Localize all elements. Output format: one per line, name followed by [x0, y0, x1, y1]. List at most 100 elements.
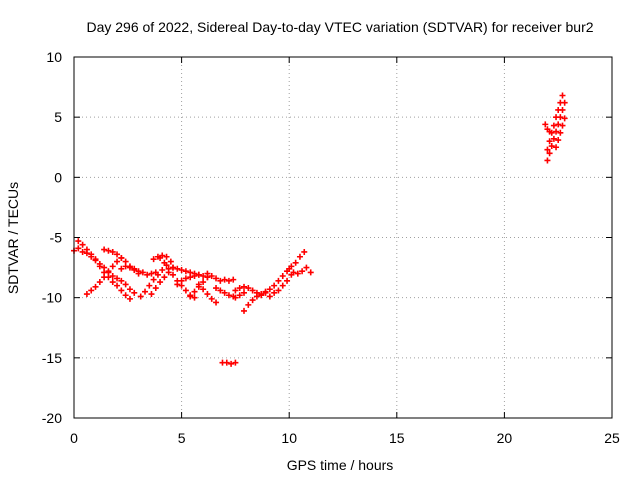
data-point [245, 285, 252, 292]
data-point [245, 301, 252, 308]
data-point [232, 287, 239, 294]
data-point [122, 292, 129, 299]
data-point [561, 115, 568, 122]
data-point [555, 121, 562, 128]
data-point [105, 269, 112, 276]
data-point [299, 268, 306, 275]
data-point [142, 288, 149, 295]
data-point [228, 360, 235, 367]
data-point [122, 281, 129, 288]
data-point [546, 150, 553, 157]
data-point [559, 122, 566, 129]
data-point [249, 297, 256, 304]
data-point [122, 263, 129, 270]
data-point [114, 258, 121, 265]
data-point [555, 106, 562, 113]
data-point [114, 282, 121, 289]
data-point [182, 287, 189, 294]
data-point [148, 291, 155, 298]
data-point [135, 268, 142, 275]
data-point [109, 248, 116, 255]
data-point [223, 359, 230, 366]
data-point [301, 248, 308, 255]
data-point [236, 292, 243, 299]
data-point [83, 291, 90, 298]
data-point [271, 282, 278, 289]
data-point [152, 285, 159, 292]
data-point [114, 275, 121, 282]
data-point [167, 258, 174, 265]
data-point [208, 295, 215, 302]
data-point [137, 293, 144, 300]
data-point [275, 277, 282, 284]
data-point [271, 289, 278, 296]
data-point [165, 265, 172, 272]
data-point [157, 254, 164, 261]
data-point [118, 287, 125, 294]
data-point [262, 289, 269, 296]
data-point [307, 269, 314, 276]
chart-title: Day 296 of 2022, Sidereal Day-to-day VTE… [86, 19, 593, 35]
data-point [191, 273, 198, 280]
data-point [109, 273, 116, 280]
data-point [88, 287, 95, 294]
data-point [230, 276, 237, 283]
data-point [114, 251, 121, 258]
data-point [559, 92, 566, 99]
data-point [161, 274, 168, 281]
y-tick-label: -10 [42, 290, 62, 306]
data-points [71, 92, 568, 367]
data-point [169, 271, 176, 278]
data-point [187, 293, 194, 300]
data-point [217, 287, 224, 294]
data-point [195, 271, 202, 278]
data-point [79, 241, 86, 248]
data-point [290, 269, 297, 276]
data-point [75, 245, 82, 252]
data-point [96, 279, 103, 286]
x-axis-label: GPS time / hours [287, 457, 394, 473]
x-tick-label: 5 [178, 430, 186, 446]
data-point [546, 138, 553, 145]
data-point [191, 294, 198, 301]
data-point [169, 264, 176, 271]
data-point [221, 289, 228, 296]
data-point [553, 128, 560, 135]
data-point [126, 295, 133, 302]
grid-lines [74, 57, 612, 418]
data-point [118, 277, 125, 284]
x-tick-label: 0 [70, 430, 78, 446]
data-point [221, 276, 228, 283]
data-point [182, 275, 189, 282]
data-point [258, 291, 265, 298]
data-point [88, 251, 95, 258]
y-tick-label: 0 [54, 169, 62, 185]
data-point [131, 289, 138, 296]
data-point [303, 264, 310, 271]
data-point [92, 257, 99, 264]
data-point [213, 285, 220, 292]
data-point [150, 256, 157, 263]
data-point [191, 288, 198, 295]
data-point [178, 266, 185, 273]
data-point [148, 270, 155, 277]
data-point [178, 277, 185, 284]
data-point [144, 271, 151, 278]
data-point [126, 264, 133, 271]
data-point [241, 307, 248, 314]
data-point [75, 238, 82, 245]
data-point [131, 265, 138, 272]
data-point [208, 273, 215, 280]
y-tick-label: 5 [54, 109, 62, 125]
data-point [200, 279, 207, 286]
data-point [126, 286, 133, 293]
data-point [101, 274, 108, 281]
data-point [187, 274, 194, 281]
data-point [236, 285, 243, 292]
data-point [83, 246, 90, 253]
data-point [109, 279, 116, 286]
data-point [163, 253, 170, 260]
data-point [200, 286, 207, 293]
